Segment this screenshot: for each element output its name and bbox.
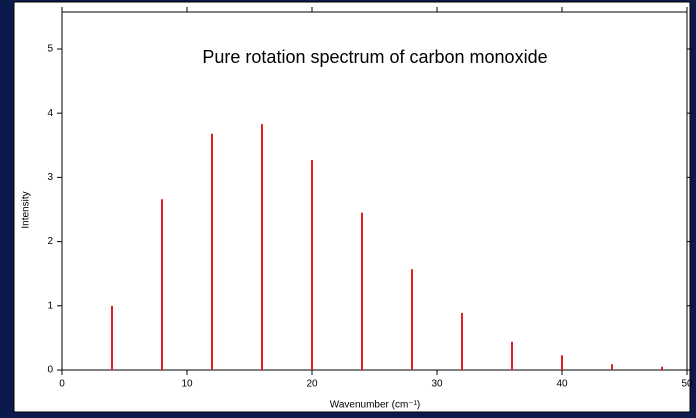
x-axis-label: Wavenumber (cm⁻¹) — [330, 400, 420, 411]
x-tick-label: 20 — [306, 379, 318, 390]
y-tick-label: 4 — [47, 108, 53, 119]
chart-title: Pure rotation spectrum of carbon monoxid… — [202, 47, 547, 67]
x-tick-label: 40 — [556, 379, 568, 390]
y-tick-label: 2 — [47, 236, 53, 247]
y-tick-label: 1 — [47, 300, 53, 311]
axes-frame — [61, 11, 688, 371]
y-tick-label: 0 — [47, 365, 53, 376]
x-tick-label: 30 — [431, 379, 443, 390]
x-tick-label: 50 — [681, 379, 693, 390]
x-tick-label: 10 — [181, 379, 193, 390]
y-tick-label: 3 — [47, 172, 53, 183]
y-tick-label: 5 — [47, 44, 53, 55]
plot-background — [13, 1, 691, 413]
x-tick-label: 0 — [59, 379, 65, 390]
y-axis-label: Intensity — [21, 191, 32, 228]
